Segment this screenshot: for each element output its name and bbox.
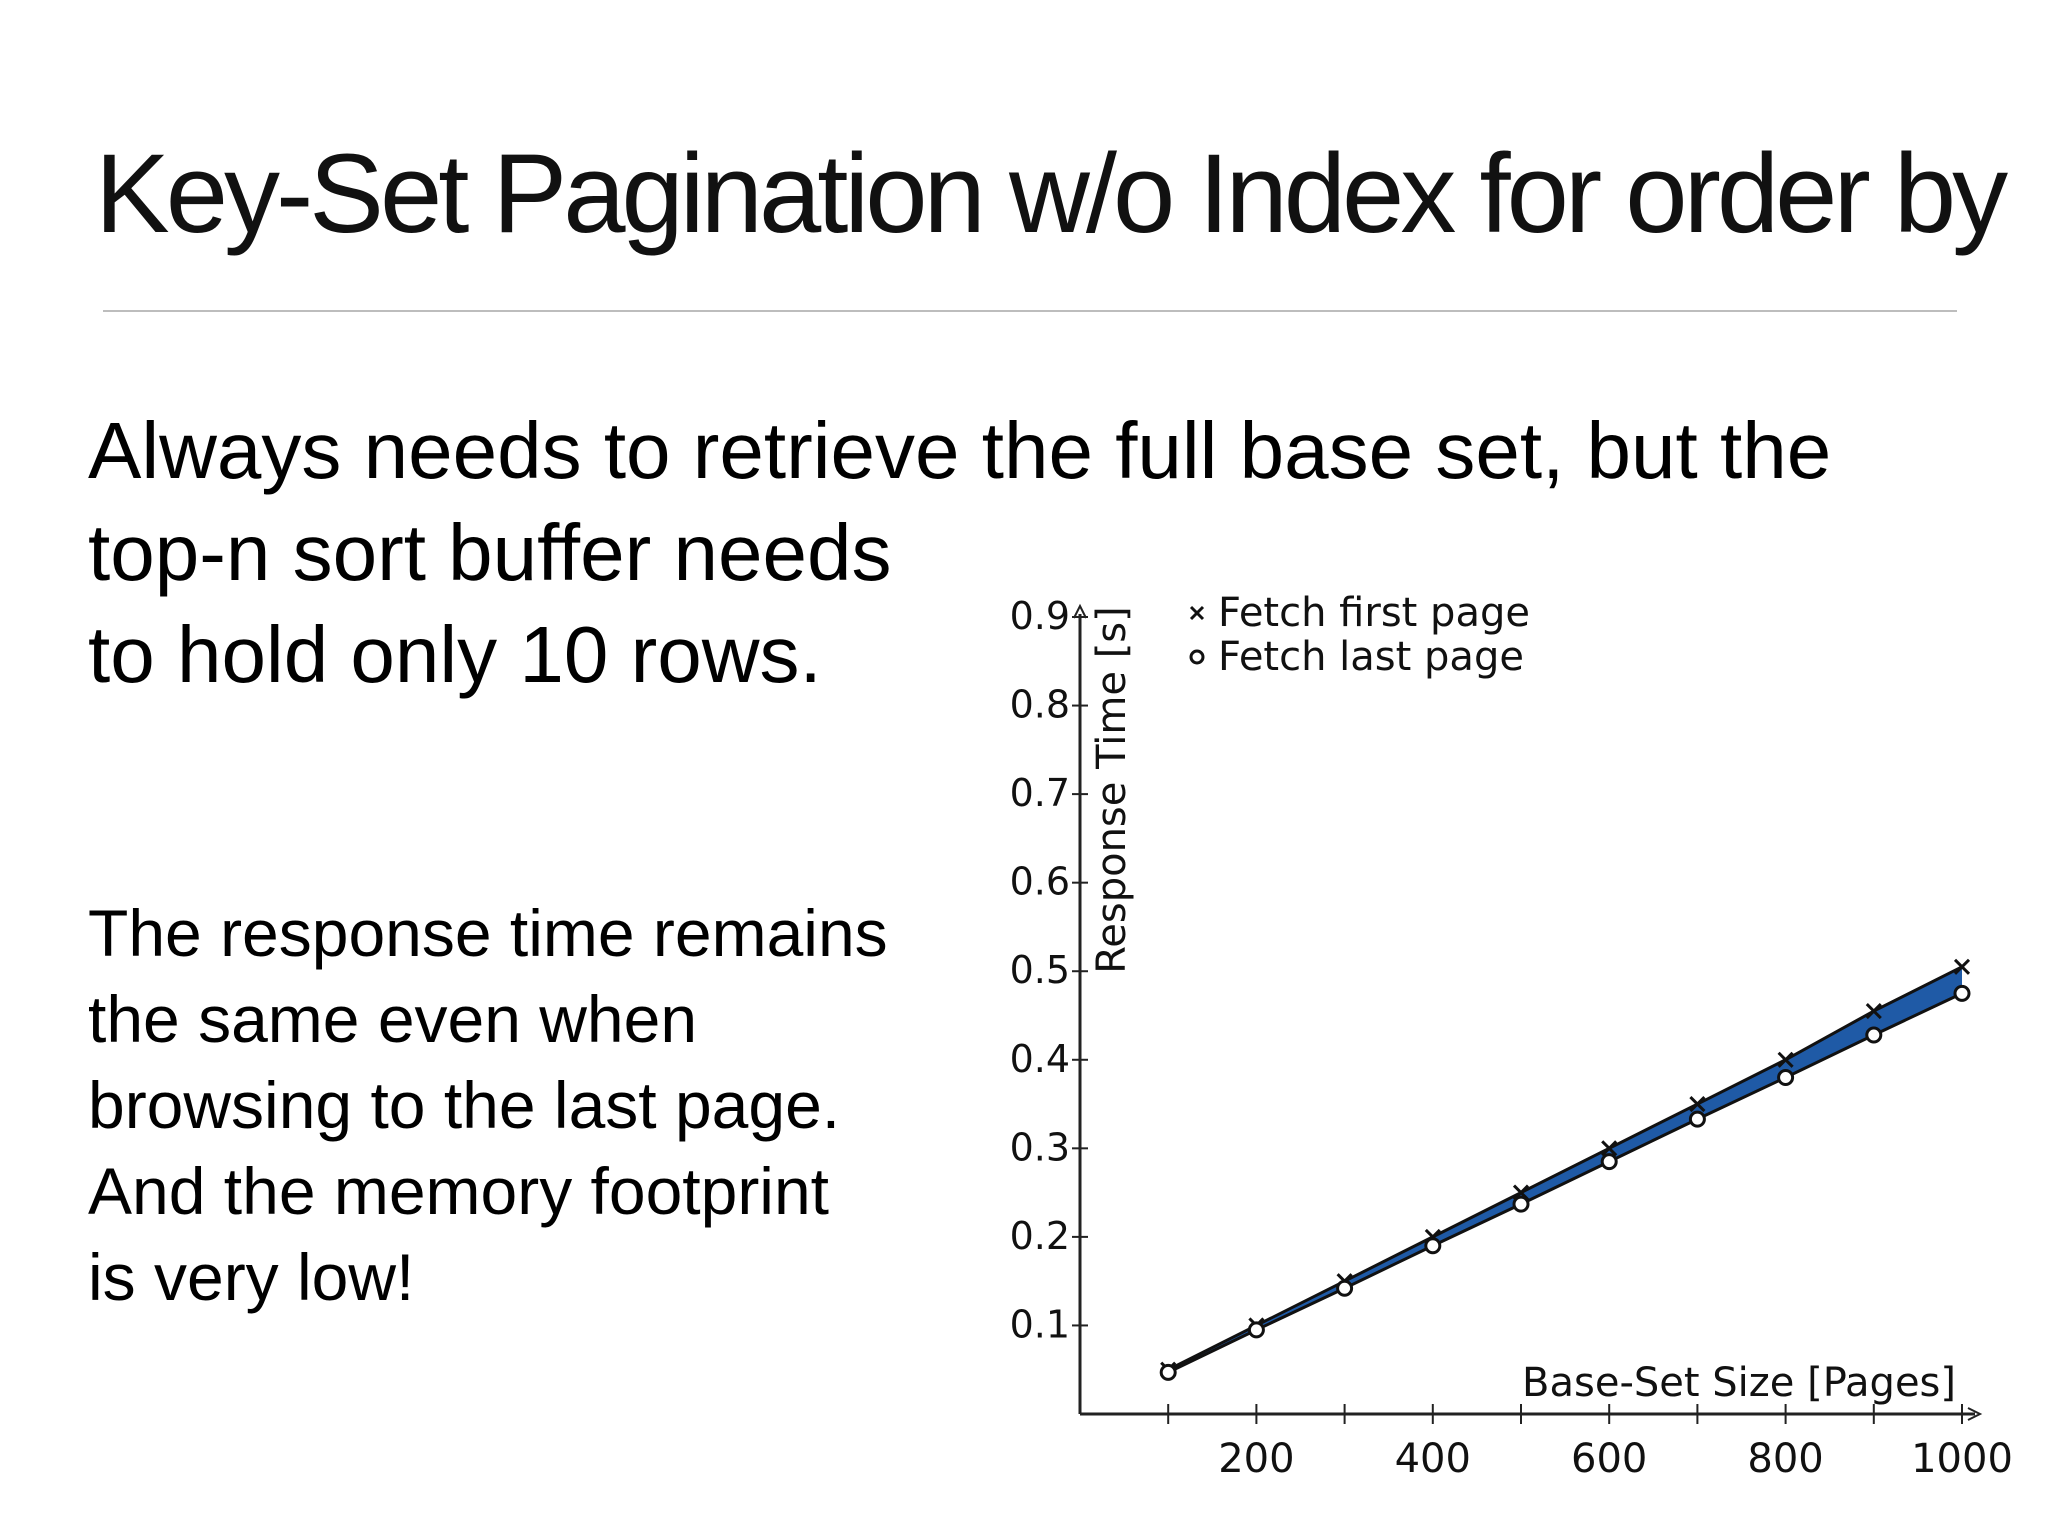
x-tick-label: 200 <box>1218 1436 1294 1482</box>
data-point-circle <box>1424 1237 1442 1255</box>
note-line: the same even when <box>88 982 698 1056</box>
marker-stroke <box>1601 1140 1618 1157</box>
marker-stroke <box>1689 1095 1706 1113</box>
axis-labels: Response Time [s] Base-Set Size [Pages] <box>1089 606 1956 1406</box>
lead-line: Always needs to retrieve the full base s… <box>88 406 1832 495</box>
data-point-circle <box>1247 1321 1265 1339</box>
marker-stroke <box>1865 1003 1882 1020</box>
y-tick-label: 0.8 <box>1010 683 1070 727</box>
y-tick-label: 0.6 <box>1010 860 1070 904</box>
legend-marker-circle <box>1189 649 1205 665</box>
axes: 0.1 0.2 0.3 0.4 0.5 0.6 0.7 0.8 0.9 200 400 600 800 1… <box>1010 594 2013 1482</box>
y-tick-label: 0.5 <box>1010 948 1070 992</box>
data-point-circle <box>1865 1026 1883 1044</box>
title-divider <box>103 310 1957 312</box>
y-tick-label: 0.1 <box>1010 1302 1070 1346</box>
y-axis-arrow <box>1073 603 1087 619</box>
y-tick-label: 0.4 <box>1010 1037 1070 1081</box>
data-point-x <box>1777 1051 1794 1068</box>
series-line <box>1167 992 1963 1374</box>
marker-stroke <box>1777 1051 1794 1068</box>
x-axis-arrow <box>1967 1407 1983 1421</box>
slide-title: Key-Set Pagination w/o Index for order b… <box>95 131 2008 256</box>
lead-line: to hold only 10 rows. <box>88 610 822 699</box>
y-tick-label: 0.9 <box>1010 594 1070 638</box>
note-paragraph: The response time remains the same even … <box>88 890 888 1320</box>
data-point-circle <box>1600 1153 1618 1171</box>
marker-stroke <box>1953 958 1971 975</box>
lead-line: top-n sort buffer needs <box>88 508 892 597</box>
x-tick-label: 800 <box>1747 1436 1823 1482</box>
data-point-x <box>1601 1140 1618 1157</box>
legend-marker-x <box>1189 605 1205 621</box>
note-line: is very low! <box>88 1240 415 1314</box>
lead-paragraph: Always needs to retrieve the full base s… <box>88 400 1831 706</box>
y-axis-title: Response Time [s] <box>1089 606 1135 973</box>
note-line: And the memory footprint <box>88 1154 830 1228</box>
x-tick-label: 400 <box>1395 1436 1471 1482</box>
x-axis-title: Base-Set Size [Pages] <box>1522 1360 1956 1406</box>
data-point-circle <box>1688 1110 1706 1128</box>
series-line <box>1167 965 1963 1372</box>
note-line: browsing to the last page. <box>88 1068 841 1142</box>
marker-stroke <box>1189 605 1205 621</box>
data-point-x <box>1865 1003 1882 1020</box>
legend-label: Fetch first page <box>1218 590 1530 636</box>
x-tick-label: 1000 <box>1911 1436 2013 1482</box>
data-point-x <box>1689 1095 1706 1113</box>
data-point-circle <box>1159 1363 1177 1381</box>
data-point-circle <box>1777 1068 1795 1086</box>
y-tick-label: 0.7 <box>1010 771 1070 815</box>
y-tick-label: 0.2 <box>1010 1214 1070 1258</box>
data-point-circle <box>1512 1195 1530 1213</box>
data-point-x <box>1953 958 1971 975</box>
legend-label: Fetch last page <box>1218 634 1524 680</box>
data-point-circle <box>1953 984 1971 1002</box>
x-tick-label: 600 <box>1571 1436 1647 1482</box>
data-point-circle <box>1336 1279 1354 1297</box>
y-tick-label: 0.3 <box>1010 1125 1070 1169</box>
series-layer <box>1159 958 1971 1381</box>
note-line: The response time remains <box>88 896 888 970</box>
